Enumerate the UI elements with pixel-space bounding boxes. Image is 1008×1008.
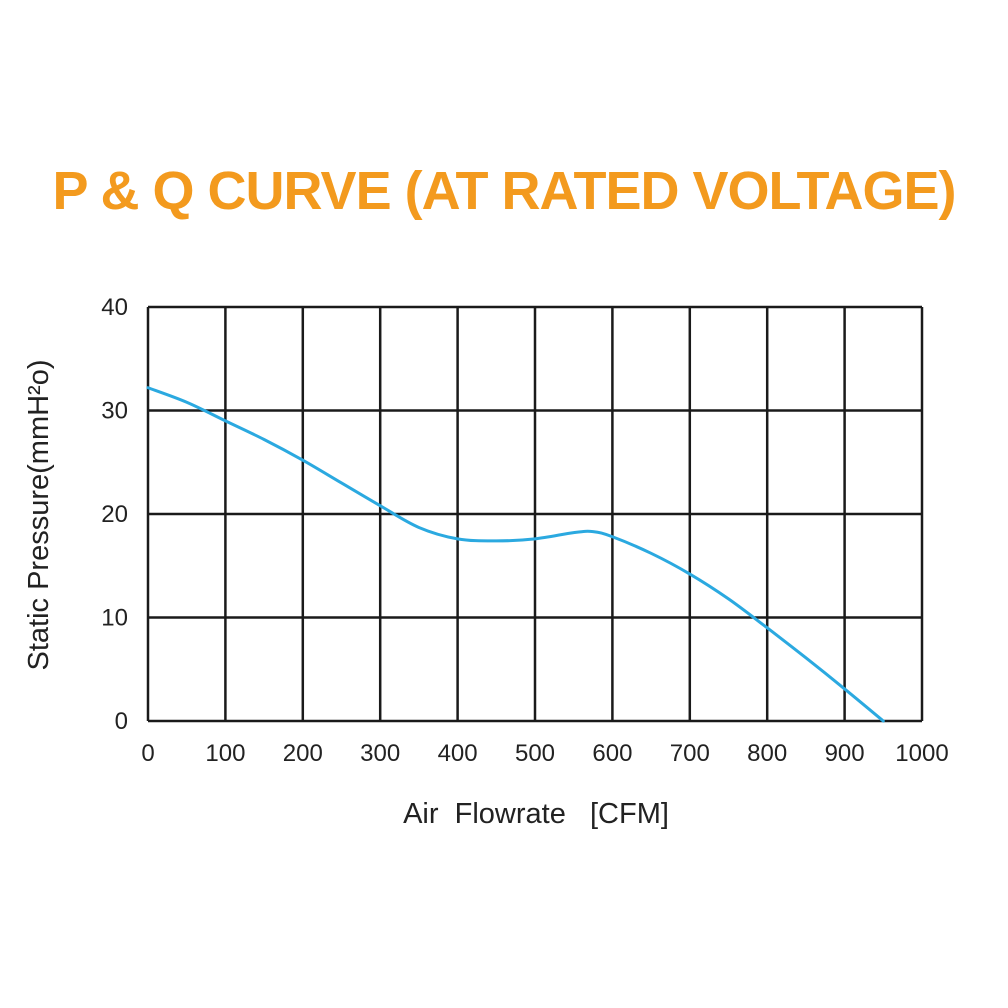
x-tick-labels: 0 100 200 300 400 500 600 700 800 900 1000 — [141, 740, 948, 767]
y-tick-label: 40 — [101, 294, 128, 321]
x-tick-label: 100 — [205, 740, 245, 767]
grid — [146, 305, 924, 723]
y-tick-labels: 0 10 20 30 40 — [101, 294, 128, 735]
x-tick-label: 0 — [141, 740, 154, 767]
y-axis-label: Static Pressure(mmH²o) — [23, 360, 55, 671]
y-tick-label: 20 — [101, 501, 128, 528]
y-tick-label: 30 — [101, 398, 128, 425]
x-tick-label: 300 — [360, 740, 400, 767]
x-tick-label: 700 — [670, 740, 710, 767]
x-axis-label: Air Flowrate [CFM] — [403, 798, 669, 830]
series-layer — [146, 386, 885, 723]
x-tick-label: 1000 — [895, 740, 948, 767]
x-tick-label: 500 — [515, 740, 555, 767]
x-tick-label: 200 — [283, 740, 323, 767]
x-tick-label: 800 — [747, 740, 787, 767]
x-tick-label: 900 — [825, 740, 865, 767]
x-tick-label: 400 — [438, 740, 478, 767]
x-tick-label: 600 — [592, 740, 632, 767]
y-tick-label: 10 — [101, 605, 128, 632]
chart-title: P & Q CURVE (AT RATED VOLTAGE) — [52, 161, 956, 221]
series-line — [146, 386, 885, 723]
y-tick-label: 0 — [115, 708, 128, 735]
